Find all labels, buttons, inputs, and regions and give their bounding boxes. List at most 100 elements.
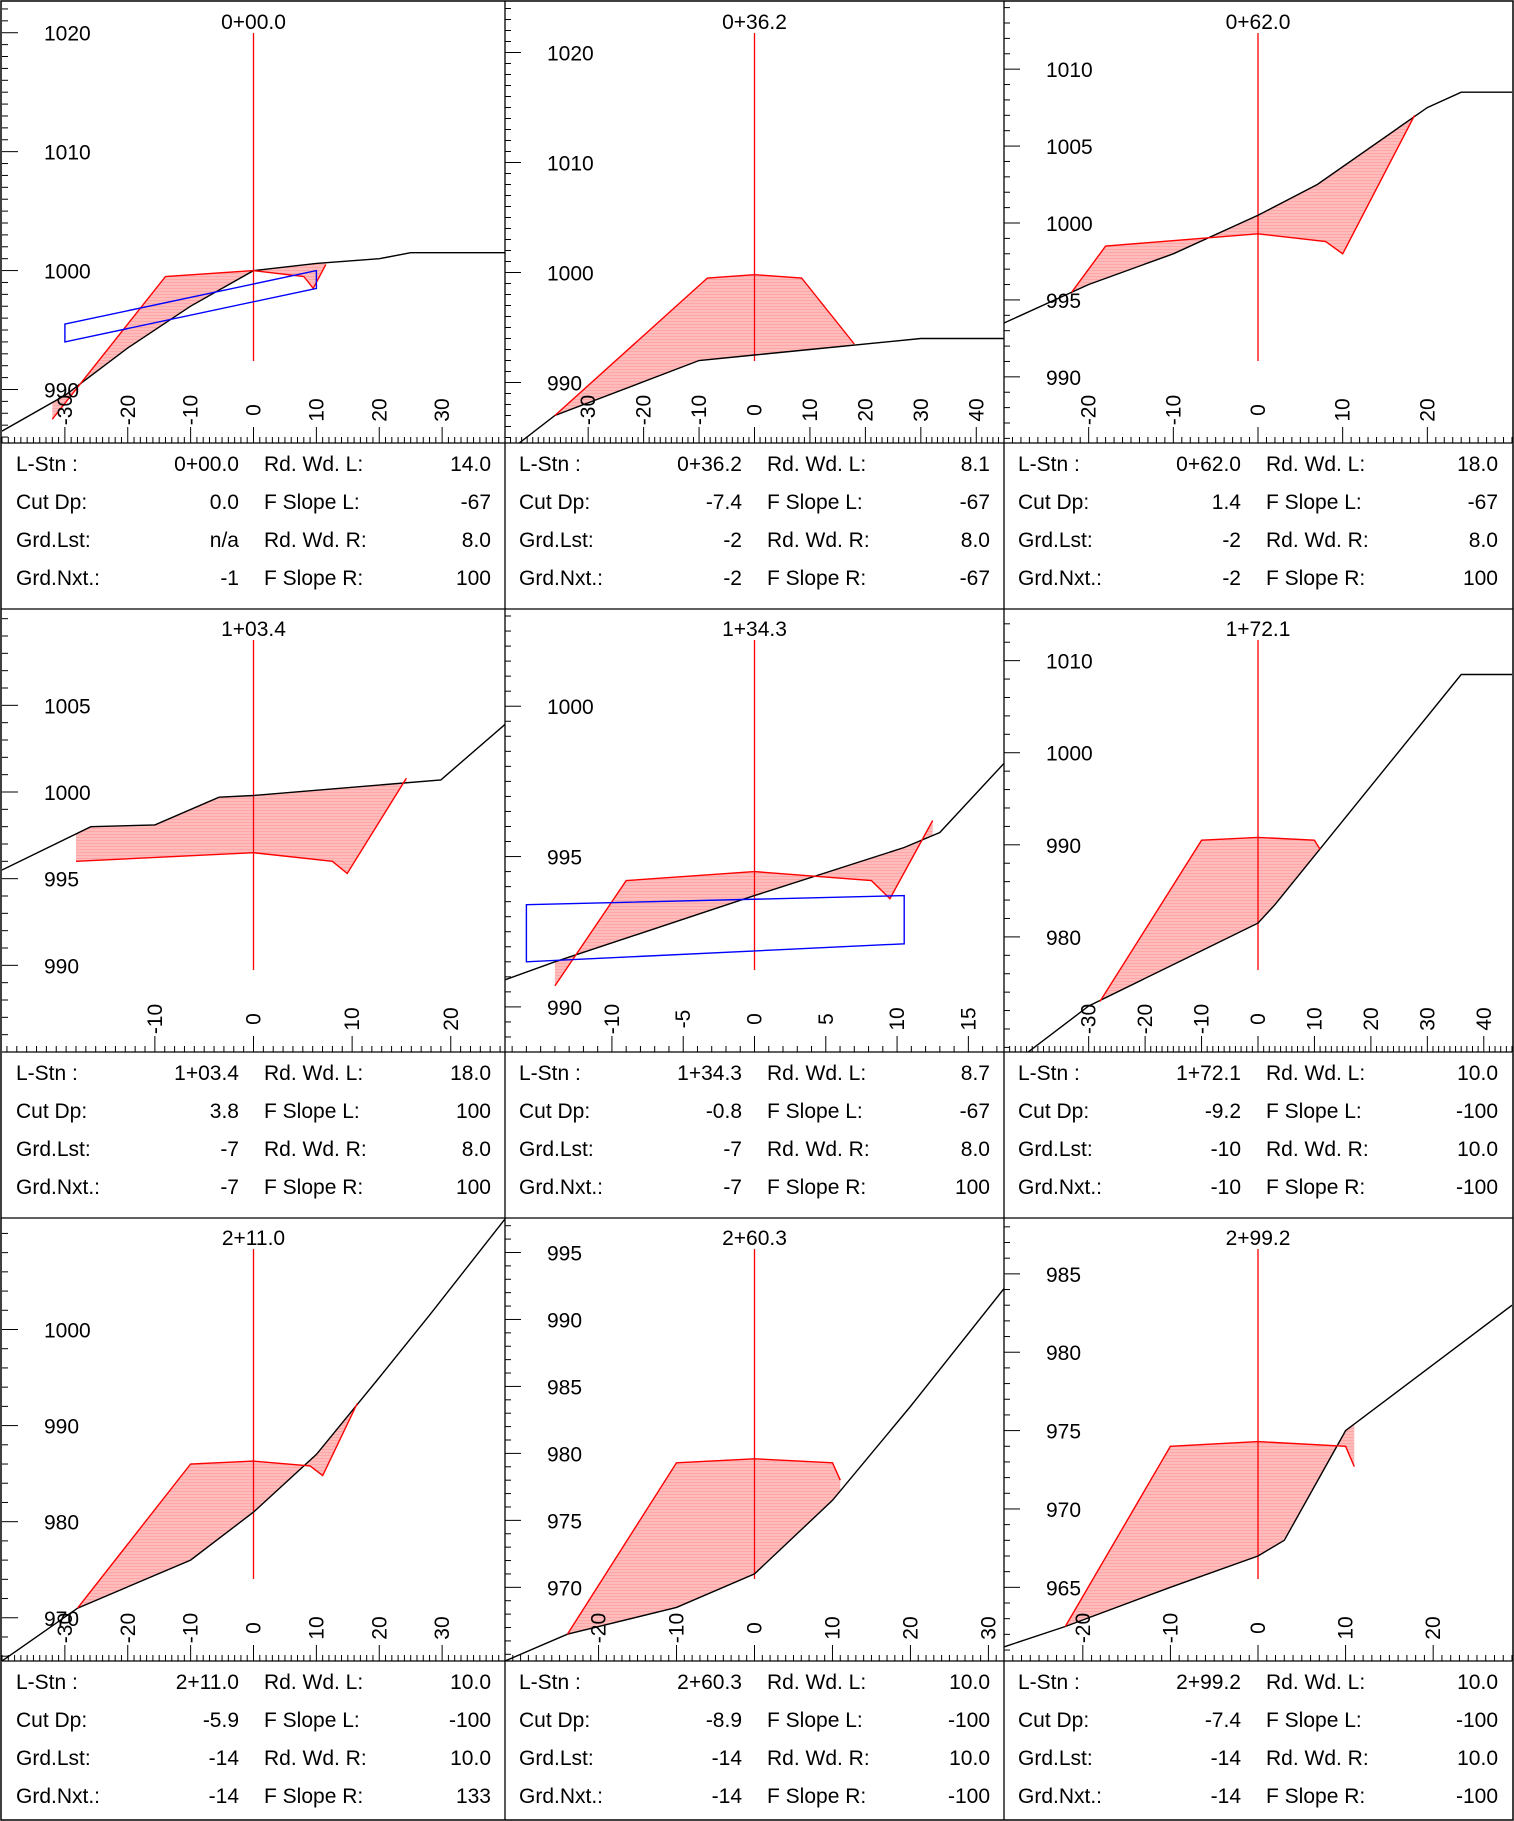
section-title: 2+60.3	[722, 1227, 787, 1250]
y-tick-label: 1005	[1046, 136, 1093, 159]
structure-outline	[525, 894, 905, 963]
x-tick-label: 20	[440, 1007, 463, 1030]
grd-nxt-label: Grd.Nxt.:	[16, 1785, 100, 1808]
grd-lst-value: n/a	[210, 529, 240, 552]
plot-area	[505, 640, 1004, 987]
grd-nxt-label: Grd.Nxt.:	[1018, 1176, 1102, 1199]
cross-section-panel: 1+03.4 990 995 1000 1005 -10 0 10 20 L-Stn : 1+03.…	[2, 618, 505, 1199]
rd-wd-r-value: 8.0	[462, 1138, 491, 1161]
x-tick-label: -10	[144, 1004, 167, 1034]
x-tick-label: 30	[910, 398, 933, 421]
grd-lst-value: -2	[1222, 529, 1241, 552]
y-tick-label: 1000	[44, 1320, 91, 1343]
l-stn-value: 2+60.3	[677, 1671, 742, 1694]
rd-wd-r-value: 8.0	[462, 529, 491, 552]
grd-lst-label: Grd.Lst:	[16, 1747, 91, 1770]
f-slope-r-label: F Slope R:	[264, 1176, 363, 1199]
cut-dp-value: 3.8	[210, 1100, 239, 1123]
f-slope-r-value: -100	[1456, 1785, 1498, 1808]
rd-wd-r-value: 10.0	[1457, 1138, 1498, 1161]
l-stn-value: 2+11.0	[176, 1671, 239, 1694]
x-tick-label: 10	[305, 398, 328, 421]
ground-line	[1027, 673, 1512, 1052]
y-tick-label: 1010	[1046, 59, 1093, 82]
y-tick-label: 1020	[547, 43, 594, 66]
l-stn-value: 1+03.4	[174, 1062, 239, 1085]
x-tick-label: 40	[965, 398, 988, 421]
grd-nxt-label: Grd.Nxt.:	[519, 1176, 603, 1199]
design-line	[1099, 836, 1321, 1002]
l-stn-label: L-Stn :	[1018, 1671, 1080, 1694]
design-line	[554, 273, 855, 417]
section-title: 2+99.2	[1226, 1227, 1291, 1250]
rd-wd-l-value: 18.0	[1457, 453, 1498, 476]
fill-area	[554, 274, 855, 416]
y-tick-label: 995	[1046, 290, 1081, 313]
cut-dp-value: -7.4	[706, 491, 743, 514]
cut-dp-value: 1.4	[1212, 491, 1242, 514]
l-stn-value: 0+36.2	[677, 453, 742, 476]
f-slope-r-label: F Slope R:	[1266, 1176, 1365, 1199]
x-tick-label: 0	[243, 1013, 266, 1025]
x-tick-label: -10	[180, 1613, 203, 1643]
x-tick-label: -20	[1134, 1004, 1157, 1034]
grd-lst-label: Grd.Lst:	[16, 529, 91, 552]
x-tick-label: -20	[633, 395, 656, 425]
y-tick-label: 990	[1046, 835, 1081, 858]
rd-wd-l-label: Rd. Wd. L:	[1266, 453, 1365, 476]
x-tick-label: -10	[1159, 1613, 1182, 1643]
l-stn-value: 0+62.0	[1176, 453, 1241, 476]
y-tick-label: 1000	[1046, 213, 1093, 236]
f-slope-r-value: -100	[1456, 1176, 1498, 1199]
x-tick-label: -20	[1078, 395, 1101, 425]
f-slope-r-value: 100	[955, 1176, 990, 1199]
f-slope-r-label: F Slope R:	[767, 1785, 866, 1808]
rd-wd-l-value: 10.0	[450, 1671, 491, 1694]
cut-dp-value: -9.2	[1205, 1100, 1241, 1123]
f-slope-l-label: F Slope L:	[264, 491, 360, 514]
x-tick-label: 20	[1360, 1007, 1383, 1030]
grd-lst-label: Grd.Lst:	[519, 529, 594, 552]
fill-area	[76, 778, 407, 874]
design-line	[51, 264, 327, 420]
cut-dp-value: -8.9	[706, 1709, 742, 1732]
rd-wd-l-value: 10.0	[1457, 1062, 1498, 1085]
x-tick-label: 40	[1473, 1007, 1496, 1030]
plot-area	[1027, 640, 1512, 1052]
y-tick-label: 995	[547, 1242, 582, 1265]
cross-section-panel: 1+34.3 990 995 1000 -10 -5 0 5 10 15 L-Stn : 1+34.3…	[505, 615, 1004, 1199]
grd-nxt-value: -14	[209, 1785, 240, 1808]
structure-outline	[64, 269, 318, 343]
x-tick-label: -20	[1072, 1613, 1095, 1643]
rd-wd-l-label: Rd. Wd. L:	[264, 1062, 363, 1085]
grd-lst-value: -14	[209, 1747, 240, 1770]
x-tick-label: 15	[957, 1007, 980, 1030]
grd-nxt-value: -7	[723, 1176, 742, 1199]
grd-nxt-label: Grd.Nxt.:	[16, 567, 100, 590]
f-slope-r-label: F Slope R:	[1266, 1785, 1365, 1808]
x-tick-label: -10	[1191, 1004, 1214, 1034]
design-line	[76, 1403, 358, 1609]
y-tick-label: 990	[1046, 367, 1081, 390]
rd-wd-r-value: 8.0	[961, 529, 990, 552]
f-slope-r-value: 100	[456, 1176, 491, 1199]
x-tick-label: 30	[1416, 1007, 1439, 1030]
x-tick-label: -20	[117, 395, 140, 425]
grd-lst-value: -7	[220, 1138, 239, 1161]
rd-wd-l-label: Rd. Wd. L:	[264, 453, 363, 476]
grd-lst-value: -7	[723, 1138, 742, 1161]
grd-lst-label: Grd.Lst:	[519, 1138, 594, 1161]
rd-wd-l-label: Rd. Wd. L:	[767, 1671, 866, 1694]
x-tick-label: 20	[368, 1616, 391, 1639]
y-tick-label: 980	[1046, 927, 1081, 950]
f-slope-r-label: F Slope R:	[264, 567, 363, 590]
grd-lst-label: Grd.Lst:	[16, 1138, 91, 1161]
plot-area	[2, 33, 505, 432]
section-title: 0+00.0	[221, 11, 286, 34]
f-slope-r-label: F Slope R:	[264, 1785, 363, 1808]
x-tick-label: 10	[305, 1616, 328, 1639]
f-slope-l-value: 100	[456, 1100, 491, 1123]
grd-nxt-value: -14	[1211, 1785, 1242, 1808]
